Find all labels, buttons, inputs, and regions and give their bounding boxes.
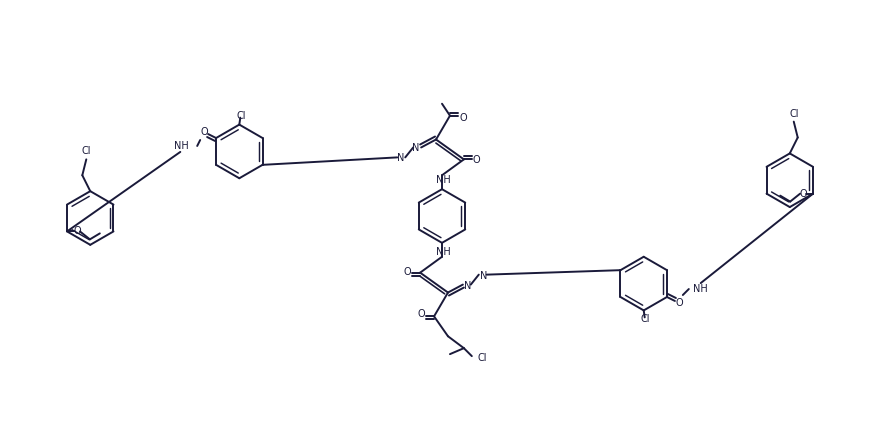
Text: O: O: [200, 127, 207, 137]
Text: O: O: [674, 298, 682, 308]
Text: Cl: Cl: [237, 111, 245, 121]
Text: O: O: [416, 310, 424, 320]
Text: NH: NH: [435, 175, 450, 185]
Text: O: O: [472, 155, 480, 165]
Text: N: N: [412, 143, 419, 153]
Text: O: O: [798, 189, 806, 199]
Text: NH: NH: [435, 247, 450, 257]
Text: Cl: Cl: [641, 314, 649, 324]
Text: NH: NH: [175, 141, 189, 151]
Text: N: N: [479, 271, 487, 281]
Text: Cl: Cl: [789, 109, 797, 119]
Text: NH: NH: [692, 284, 707, 294]
Text: N: N: [396, 153, 403, 164]
Text: O: O: [73, 226, 81, 236]
Text: Cl: Cl: [82, 146, 91, 157]
Text: O: O: [459, 112, 466, 123]
Text: Cl: Cl: [478, 353, 486, 363]
Text: N: N: [463, 281, 471, 290]
Text: O: O: [403, 267, 410, 277]
